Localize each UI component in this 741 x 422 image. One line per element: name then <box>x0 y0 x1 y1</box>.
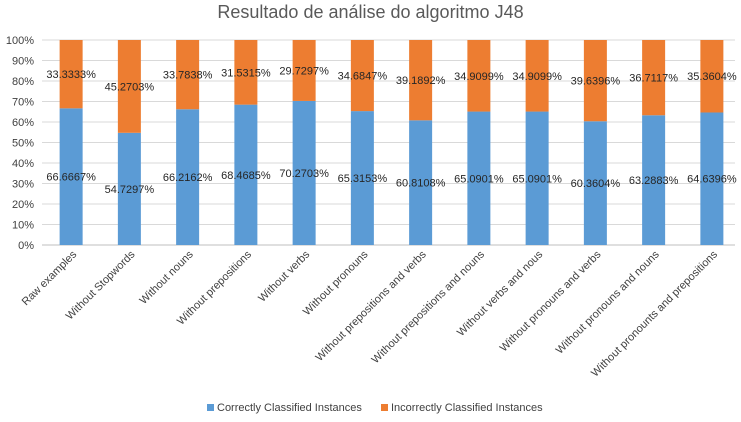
bar-incorrect <box>176 40 200 110</box>
data-label-correct: 60.3604% <box>571 178 621 190</box>
y-tick-label: 30% <box>12 179 34 191</box>
bar-correct <box>525 111 549 245</box>
x-category-label: Without verbs <box>256 248 312 304</box>
bar-incorrect <box>525 40 549 112</box>
bar-incorrect <box>59 40 83 109</box>
bar-correct <box>117 132 141 245</box>
bar-correct <box>176 109 200 245</box>
y-tick-label: 40% <box>12 158 34 170</box>
data-label-incorrect: 33.3333% <box>46 69 96 81</box>
data-label-correct: 66.6667% <box>46 172 96 184</box>
x-category-label: Without prepositions and verbs <box>313 248 429 364</box>
bar-incorrect <box>583 40 607 122</box>
y-tick-label: 50% <box>12 138 34 150</box>
x-category-label: Raw examples <box>20 248 80 308</box>
data-label-incorrect: 35.3604% <box>687 71 737 83</box>
data-label-incorrect: 33.7838% <box>163 70 213 82</box>
chart-title: Resultado de análise do algoritmo J48 <box>217 2 524 22</box>
data-label-incorrect: 34.6847% <box>338 71 388 83</box>
y-tick-label: 100% <box>6 35 34 47</box>
bar-correct <box>467 111 491 245</box>
bar-incorrect <box>642 40 666 116</box>
bar-incorrect <box>234 40 258 105</box>
bar-correct <box>350 111 374 245</box>
y-tick-label: 70% <box>12 97 34 109</box>
data-label-incorrect: 39.1892% <box>396 75 446 87</box>
data-label-incorrect: 39.6396% <box>571 76 621 88</box>
bar-incorrect <box>467 40 491 112</box>
x-category-label: Without pronounts and prepositions <box>589 248 720 379</box>
data-label-correct: 66.2162% <box>163 172 213 184</box>
data-label-incorrect: 34.9099% <box>454 71 504 83</box>
x-category-label: Without pronouns and nouns <box>554 248 662 356</box>
data-label-correct: 65.0901% <box>512 173 562 185</box>
data-label-incorrect: 45.2703% <box>105 81 155 93</box>
y-tick-label: 0% <box>18 240 34 252</box>
legend-label-correct: Correctly Classified Instances <box>217 402 362 414</box>
data-label-incorrect: 31.5315% <box>221 67 271 79</box>
data-label-correct: 63.2883% <box>629 175 679 187</box>
bar-incorrect <box>292 40 316 101</box>
data-label-incorrect: 36.7117% <box>629 73 678 85</box>
y-tick-label: 60% <box>12 117 34 129</box>
data-label-correct: 70.2703% <box>279 168 329 180</box>
bar-correct <box>234 104 258 245</box>
data-label-correct: 60.8108% <box>396 178 446 190</box>
x-category-label: Without nouns <box>138 248 197 307</box>
legend-swatch-correct <box>207 404 214 411</box>
bar-incorrect <box>117 40 141 133</box>
data-label-incorrect: 29.7297% <box>279 65 329 77</box>
y-tick-label: 90% <box>12 56 34 68</box>
data-label-correct: 54.7297% <box>105 184 155 196</box>
x-category-label: Without pronouns and verbs <box>498 248 604 354</box>
bar-correct <box>642 115 666 245</box>
bar-incorrect <box>700 40 724 113</box>
bar-incorrect <box>409 40 433 121</box>
y-tick-label: 20% <box>12 199 34 211</box>
bar-correct <box>409 120 433 245</box>
data-label-incorrect: 34.9099% <box>512 71 562 83</box>
bar-correct <box>292 100 316 245</box>
data-label-correct: 65.0901% <box>454 173 504 185</box>
bar-correct <box>59 108 83 245</box>
legend-label-incorrect: Incorrectly Classified Instances <box>391 402 543 414</box>
data-label-correct: 64.6396% <box>687 174 737 186</box>
bar-correct <box>583 121 607 245</box>
bar-incorrect <box>350 40 374 112</box>
data-label-correct: 68.4685% <box>221 170 271 182</box>
bar-correct <box>700 112 724 245</box>
data-label-correct: 65.3153% <box>338 173 388 185</box>
legend-swatch-incorrect <box>381 404 388 411</box>
y-tick-label: 10% <box>12 220 34 232</box>
x-category-label: Without prepositions and nouns <box>370 248 488 366</box>
y-tick-label: 80% <box>12 76 34 88</box>
